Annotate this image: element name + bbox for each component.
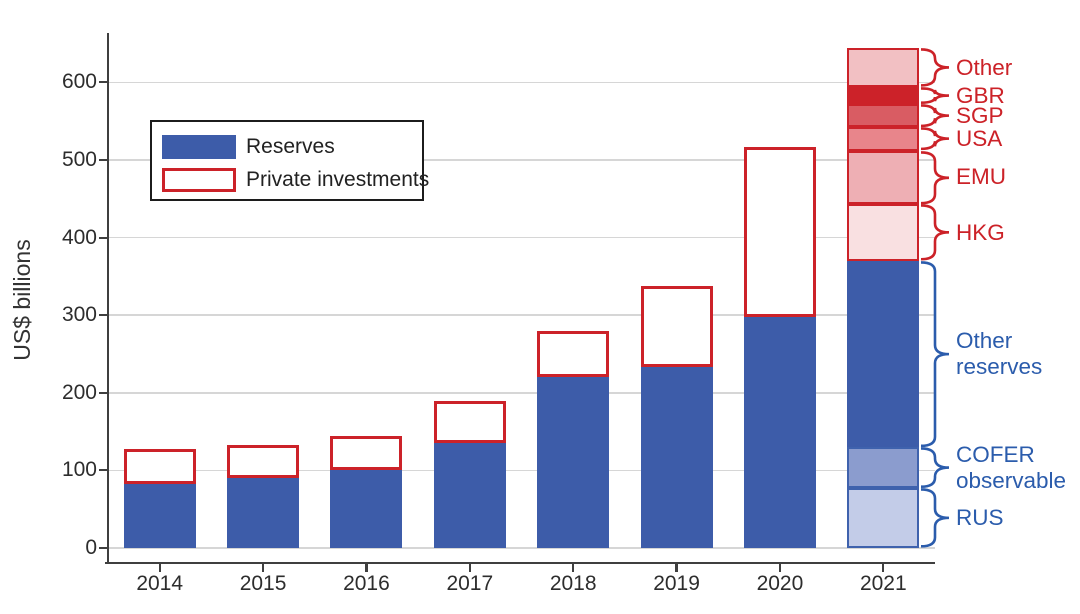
legend-label-private-investments: Private investments — [246, 168, 430, 191]
segment-hkg — [847, 204, 920, 261]
gridline-100 — [108, 469, 935, 472]
x-tick-2015 — [261, 562, 265, 572]
y-tick-100 — [99, 469, 108, 472]
x-tick-label-2016: 2016 — [343, 572, 390, 595]
brace-rus — [920, 488, 950, 548]
segment-other-reserves — [847, 260, 920, 448]
brace-cofer-observable — [920, 447, 950, 489]
gridline-500 — [108, 159, 935, 161]
x-tick-label-2014: 2014 — [136, 572, 184, 595]
bar-2018-private-investments — [537, 331, 610, 378]
brace-other-reserves — [920, 260, 950, 448]
brace-hkg — [920, 204, 950, 261]
brace-usa — [920, 127, 950, 151]
y-tick-label-0: 0 — [85, 536, 97, 559]
segment-label-hkg: HKG — [956, 219, 1005, 245]
x-tick-label-2018: 2018 — [549, 572, 597, 595]
segment-cofer-observable — [847, 447, 920, 489]
segment-label-other-reserves: Other reserves — [956, 328, 1043, 379]
y-tick-label-300: 300 — [61, 303, 97, 327]
x-tick-label-2015: 2015 — [239, 572, 287, 595]
gridline-400 — [108, 236, 935, 239]
y-tick-label-600: 600 — [61, 70, 97, 94]
bar-2017-private-investments — [433, 400, 506, 444]
y-tick-500 — [99, 158, 108, 162]
y-tick-label-100: 100 — [61, 458, 97, 482]
bar-2015-reserves — [227, 478, 300, 548]
y-tick-600 — [99, 81, 108, 84]
bar-2019-private-investments — [640, 286, 713, 368]
segment-label-usa: USA — [956, 126, 1003, 152]
x-tick-label-2021: 2021 — [859, 572, 907, 595]
gridline-600 — [108, 81, 935, 84]
y-tick-label-400: 400 — [61, 225, 97, 249]
brace-emu — [920, 150, 950, 205]
gridline-300 — [108, 314, 935, 316]
bar-2020-reserves — [743, 316, 816, 548]
segment-sgp — [847, 104, 920, 128]
segment-label-emu: EMU — [956, 164, 1006, 190]
x-tick-2016 — [365, 562, 368, 572]
x-tick-2019 — [675, 562, 678, 572]
gridline-200 — [108, 392, 935, 394]
segment-label-gbr: GBR — [956, 82, 1005, 108]
reserves-swatch-icon — [162, 135, 236, 159]
segment-label-cofer-observable: COFER observable — [956, 441, 1067, 493]
bar-2019-reserves — [640, 367, 713, 548]
x-tick-label-2017: 2017 — [446, 572, 494, 595]
y-tick-200 — [99, 391, 108, 394]
bar-2015-private-investments — [227, 444, 300, 479]
bar-2016-private-investments — [330, 436, 403, 470]
y-tick-label-500: 500 — [61, 148, 97, 171]
x-tick-2014 — [158, 562, 161, 572]
brace-gbr — [921, 87, 950, 105]
bar-2014-reserves — [123, 483, 196, 548]
segment-label-rus: RUS — [956, 505, 1004, 531]
brace-sgp — [920, 104, 950, 128]
bar-2018-reserves — [537, 377, 610, 548]
x-tick-2021 — [882, 562, 885, 572]
x-axis-line — [105, 561, 935, 564]
private-investments-swatch-icon — [162, 168, 236, 192]
segment-usa — [847, 127, 920, 151]
x-tick-2020 — [778, 562, 782, 572]
y-tick-400 — [99, 236, 108, 239]
segment-label-other: Other — [956, 54, 1013, 80]
bar-2014-private-investments — [123, 448, 196, 484]
legend: Reserves Private investments — [150, 120, 429, 201]
segment-emu — [847, 150, 920, 205]
y-tick-label-200: 200 — [61, 380, 97, 404]
x-tick-2017 — [468, 562, 471, 572]
segment-other — [847, 48, 920, 88]
y-tick-300 — [99, 314, 108, 317]
segment-gbr — [847, 87, 920, 105]
x-tick-label-2019: 2019 — [653, 572, 700, 595]
brace-other — [920, 48, 950, 87]
gridline-0 — [108, 547, 935, 549]
segment-label-sgp: SGP — [956, 102, 1004, 128]
y-axis-line — [106, 33, 109, 564]
x-tick-2018 — [572, 562, 575, 572]
x-tick-label-2020: 2020 — [756, 572, 804, 595]
bar-2020-private-investments — [743, 146, 816, 317]
bar-2017-reserves — [433, 443, 506, 548]
y-tick-0 — [99, 546, 108, 550]
bar-2016-reserves — [330, 469, 403, 548]
segment-rus — [847, 488, 920, 548]
legend-label-reserves: Reserves — [246, 135, 335, 158]
